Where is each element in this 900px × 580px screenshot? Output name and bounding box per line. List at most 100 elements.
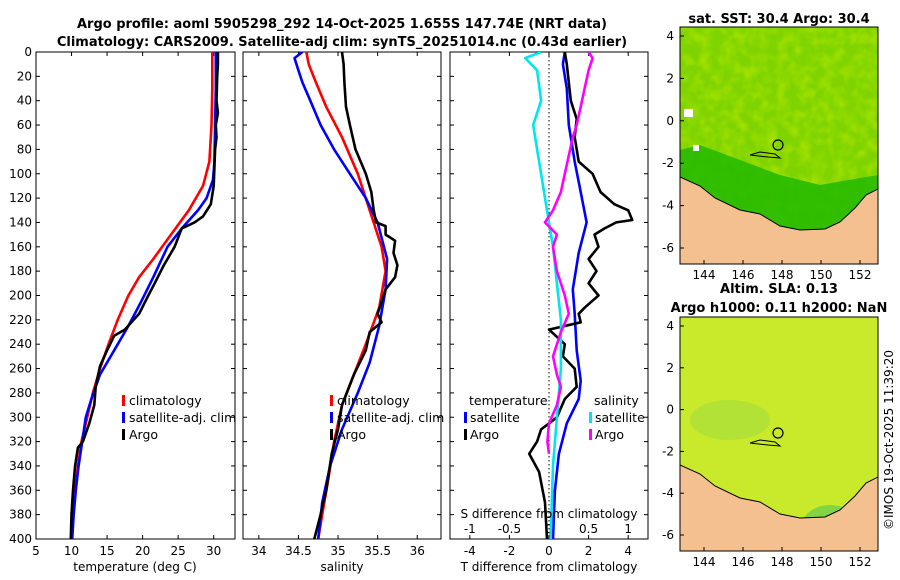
map-x-tick-label: 146 <box>732 555 755 569</box>
legend-swatch-climatology <box>122 395 125 406</box>
temperature-xlabel: temperature (deg C) <box>73 560 196 574</box>
y-tick-label: 320 <box>9 435 32 449</box>
map-y-tick-label: 4 <box>666 319 674 333</box>
difference-xlabel-top: S difference from climatology <box>461 507 638 521</box>
y-tick-label: 360 <box>9 483 32 497</box>
legend-swatch-s-argo <box>589 429 592 440</box>
x-tick-top-label: 1 <box>624 522 632 536</box>
legend-swatch-satellite <box>330 412 333 423</box>
map-x-tick-label: 148 <box>771 268 794 282</box>
x-tick-top-label: -0.5 <box>498 522 521 536</box>
map-y-tick-label: -2 <box>662 444 674 458</box>
legend-label-climatology: climatology <box>129 393 202 408</box>
chart-title-line1: Argo profile: aoml 5905298_292 14-Oct-20… <box>77 17 607 32</box>
map-x-tick-label: 148 <box>771 555 794 569</box>
y-tick-label: 280 <box>9 386 32 400</box>
legend-title-salinity: salinity <box>594 393 639 408</box>
sla-anomaly <box>690 400 770 440</box>
x-tick-label: 4 <box>624 544 632 558</box>
y-tick-label: 80 <box>17 142 32 156</box>
series-line-temperature-argo <box>527 52 634 539</box>
map-y-tick-label: 0 <box>666 114 674 128</box>
map-x-tick-label: 146 <box>732 268 755 282</box>
sla-map: Altim. SLA: 0.13 Argo h1000: 0.11 h2000:… <box>662 282 887 569</box>
x-tick-label: 15 <box>99 544 114 558</box>
legend-swatch-argo <box>122 429 125 440</box>
y-tick-label: 0 <box>24 45 32 59</box>
sla-land-new-guinea <box>680 464 878 551</box>
x-tick-label: 36 <box>410 544 425 558</box>
map-y-tick-label: 2 <box>666 361 674 375</box>
temperature-legend: climatology satellite-adj. clim Argo <box>122 393 236 442</box>
series-line-salinity-argo <box>543 52 594 454</box>
salinity-xlabel: salinity <box>320 560 363 574</box>
legend-swatch-argo <box>330 429 333 440</box>
legend-title-temperature: temperature <box>469 393 548 408</box>
x-tick-top-label: -1 <box>464 522 476 536</box>
salinity-axis-ticks: 34 34.5 35 35.5 36 <box>243 51 441 558</box>
x-tick-label: 10 <box>64 544 79 558</box>
legend-label-satellite: satellite-adj. clim <box>129 410 236 425</box>
x-tick-label: 35.5 <box>364 544 391 558</box>
y-tick-label: 180 <box>9 264 32 278</box>
legend-label-t-argo: Argo <box>470 427 499 442</box>
y-tick-label: 400 <box>9 532 32 546</box>
map-y-tick-label: -6 <box>662 241 674 255</box>
series-line-argo <box>69 52 220 539</box>
sla-map-frame <box>679 316 879 552</box>
map-y-tick-label: 0 <box>666 403 674 417</box>
x-tick-top-label: 0.5 <box>579 522 598 536</box>
legend-swatch-satellite <box>122 412 125 423</box>
y-tick-label: 300 <box>9 410 32 424</box>
argo-location-marker <box>772 139 784 151</box>
temperature-axis-ticks: 0 20 40 60 80 100 120 140 160 180 200 220 240 260 280 3… <box>9 45 235 558</box>
difference-legend-salinity: salinity satellite Argo <box>589 393 645 442</box>
sla-map-ticks: 144 146 148 150 152 4 2 0 -2 -4 -6 <box>662 319 871 569</box>
legend-label-s-argo: Argo <box>595 427 624 442</box>
legend-label-climatology: climatology <box>337 393 410 408</box>
legend-label-argo: Argo <box>129 427 158 442</box>
difference-series <box>523 52 634 539</box>
y-tick-label: 260 <box>9 362 32 376</box>
legend-label-argo: Argo <box>337 427 366 442</box>
legend-swatch-climatology <box>330 395 333 406</box>
x-tick-label: 20 <box>135 544 150 558</box>
map-y-tick-label: -6 <box>662 528 674 542</box>
difference-axis-ticks: -4 -2 0 2 4 -1 -0.5 0 0.5 1 <box>450 51 648 558</box>
imos-watermark: ©IMOS 19-Oct-2025 11:39:20 <box>882 350 896 530</box>
x-tick-label: 30 <box>206 544 221 558</box>
temperature-plot-area <box>35 51 236 540</box>
sst-map-ticks: 144 146 148 150 152 4 2 0 -2 -4 -6 <box>662 29 871 282</box>
map-x-tick-label: 150 <box>810 555 833 569</box>
y-tick-label: 120 <box>9 191 32 205</box>
legend-label-satellite: satellite-adj. clim <box>337 410 444 425</box>
x-tick-label: 0 <box>545 544 553 558</box>
salinity-plot-area <box>242 51 442 540</box>
y-tick-label: 160 <box>9 240 32 254</box>
map-y-tick-label: -4 <box>662 486 674 500</box>
map-x-tick-label: 152 <box>849 555 872 569</box>
x-tick-label: 2 <box>585 544 593 558</box>
map-y-tick-label: 4 <box>666 29 674 43</box>
sst-missing-pixel <box>693 145 699 151</box>
difference-panel: -4 -2 0 2 4 -1 -0.5 0 0.5 1 T difference from cli… <box>449 51 649 574</box>
map-x-tick-label: 152 <box>849 268 872 282</box>
x-tick-label: 25 <box>171 544 186 558</box>
legend-label-s-satellite: satellite <box>595 410 645 425</box>
sst-missing-pixel <box>684 109 693 117</box>
y-tick-label: 60 <box>17 118 32 132</box>
sst-map: sat. SST: 30.4 Argo: 30.4 144 146 148 150 15… <box>662 12 879 282</box>
map-x-tick-label: 144 <box>693 555 716 569</box>
sst-map-title: sat. SST: 30.4 Argo: 30.4 <box>688 12 869 27</box>
difference-legend-temperature: temperature satellite Argo <box>464 393 548 442</box>
y-tick-label: 240 <box>9 337 32 351</box>
map-x-tick-label: 144 <box>693 268 716 282</box>
argo-location-marker <box>772 427 784 439</box>
sla-map-title2: Argo h1000: 0.11 h2000: NaN <box>671 301 888 316</box>
sst-island <box>749 151 782 159</box>
map-x-tick-label: 150 <box>810 268 833 282</box>
map-y-tick-label: -2 <box>662 156 674 170</box>
salinity-legend: climatology satellite-adj. clim Argo <box>330 393 444 442</box>
y-tick-label: 20 <box>17 69 32 83</box>
